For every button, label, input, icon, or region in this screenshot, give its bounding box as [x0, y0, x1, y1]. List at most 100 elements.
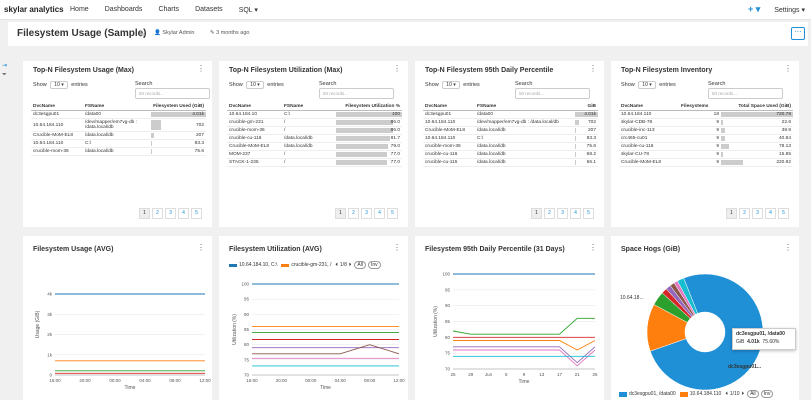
table-row: crucible-cu-116/data.local/db 81.7: [227, 134, 402, 143]
col-header[interactable]: Filesystem Used (GiB): [151, 103, 206, 111]
legend-invert-button[interactable]: Inv: [367, 261, 381, 269]
legend-item[interactable]: dc3esgpu01, /data00: [619, 391, 676, 397]
page-button[interactable]: 3: [165, 208, 176, 219]
filter-icon[interactable]: ⏷: [2, 72, 7, 78]
series-line[interactable]: [452, 317, 595, 335]
page-button[interactable]: 1: [726, 208, 737, 219]
legend-item[interactable]: 10.64.184.110: [679, 391, 721, 397]
col-header[interactable]: DvcName: [31, 103, 83, 111]
x-tick-label: 29: [468, 372, 474, 377]
legend-next-icon[interactable]: ⏵: [741, 391, 745, 397]
col-header[interactable]: FSName: [475, 103, 575, 111]
page-button[interactable]: 5: [387, 208, 398, 219]
nav-charts[interactable]: Charts: [158, 6, 180, 13]
series-line[interactable]: [453, 346, 596, 364]
panel-title: Top-N Filesystem 95th Daily Percentile: [425, 67, 554, 74]
new-plus-button[interactable]: + ▾: [747, 4, 761, 14]
col-header[interactable]: FSName: [83, 103, 151, 111]
nav-datasets[interactable]: Datasets: [195, 6, 223, 13]
legend-next-icon[interactable]: ⏵: [348, 262, 352, 268]
value-text: 75.6: [586, 144, 596, 149]
pie-slice[interactable]: [677, 277, 698, 315]
cell-fsname: 9: [679, 158, 721, 167]
col-header[interactable]: Total Space Used (GiB): [721, 103, 793, 111]
expand-icon[interactable]: ⇥: [2, 63, 8, 69]
legend-invert-button[interactable]: Inv: [760, 390, 774, 398]
cell-value: 720.78: [721, 110, 793, 119]
nav-sql[interactable]: SQL ▾: [238, 6, 258, 14]
value-text: 40.84: [778, 136, 791, 141]
panel-menu-icon[interactable]: ⋮: [393, 64, 401, 73]
panel-menu-icon[interactable]: ⋮: [784, 64, 792, 73]
col-header[interactable]: Filesystem Utilization %: [336, 103, 402, 111]
cell-dvcname: crucible-gm-231: [227, 118, 282, 127]
col-header[interactable]: Filesystems: [679, 103, 721, 111]
legend-item[interactable]: 10.64.184.10, C:\: [229, 262, 277, 268]
page-size-select[interactable]: 10 ▾: [246, 81, 264, 89]
page-button[interactable]: 4: [765, 208, 776, 219]
pie-slice[interactable]: [649, 273, 764, 391]
col-header[interactable]: FSName: [282, 103, 336, 111]
col-header[interactable]: DvcName: [227, 103, 282, 111]
page-button[interactable]: 2: [348, 208, 359, 219]
value-text: 83.3: [194, 141, 204, 146]
table-row: 10.64.184.110 18 720.78: [619, 110, 793, 119]
legend-all-button[interactable]: All: [747, 390, 759, 398]
cell-fsname: 9: [679, 118, 721, 127]
page-button[interactable]: 3: [752, 208, 763, 219]
legend-item[interactable]: crucible-gm-231, /: [281, 262, 331, 268]
panel-menu-icon[interactable]: ⋮: [589, 243, 597, 252]
page-button[interactable]: 4: [178, 208, 189, 219]
page-button[interactable]: 1: [531, 208, 542, 219]
search-input[interactable]: 50 records...: [319, 88, 394, 99]
panel-menu-icon[interactable]: ⋮: [197, 64, 205, 73]
col-header[interactable]: GiB: [575, 103, 598, 111]
page-size-select[interactable]: 10 ▾: [442, 81, 460, 89]
nav-home[interactable]: Home: [70, 6, 89, 13]
x-tick-label: 08:00: [169, 378, 181, 383]
legend-prev-icon[interactable]: ⏴: [335, 262, 338, 268]
logo[interactable]: skylar analytics: [4, 5, 64, 14]
table-header-row: DvcName FSName Filesystem Used (GiB): [31, 103, 206, 111]
tooltip-row: GiB 4.01k 75.60%: [736, 339, 792, 345]
cell-value: 15.85: [721, 150, 793, 159]
search-input[interactable]: 50 records...: [515, 88, 590, 99]
panel-menu-icon[interactable]: ⋮: [393, 243, 401, 252]
search-input[interactable]: 50 records...: [135, 88, 210, 99]
star-icon[interactable]: ☆: [138, 29, 147, 39]
page-button[interactable]: 1: [335, 208, 346, 219]
dashboard-menu-button[interactable]: ⋯: [791, 27, 805, 40]
panel-menu-icon[interactable]: ⋮: [197, 243, 205, 252]
legend-page: 1/8: [339, 262, 347, 268]
settings-menu[interactable]: Settings ▾: [774, 6, 805, 14]
page-button[interactable]: 3: [557, 208, 568, 219]
value-bar: [151, 112, 206, 117]
panel-menu-icon[interactable]: ⋮: [784, 243, 792, 252]
page-button[interactable]: 3: [361, 208, 372, 219]
col-header[interactable]: DvcName: [619, 103, 679, 111]
page-button[interactable]: 5: [778, 208, 789, 219]
page-button[interactable]: 2: [544, 208, 555, 219]
nav-dashboards[interactable]: Dashboards: [104, 6, 143, 13]
page-button[interactable]: 4: [374, 208, 385, 219]
page-button[interactable]: 2: [739, 208, 750, 219]
legend-all-button[interactable]: All: [354, 261, 366, 269]
page-button[interactable]: 4: [570, 208, 581, 219]
series-line[interactable]: [453, 340, 596, 351]
x-tick-label: 9: [523, 372, 526, 377]
series-line[interactable]: [252, 344, 400, 355]
page-button[interactable]: 1: [139, 208, 150, 219]
page-size-select[interactable]: 10 ▾: [50, 81, 68, 89]
page-button[interactable]: 5: [191, 208, 202, 219]
series-line[interactable]: [453, 349, 596, 367]
search-input[interactable]: 50 records...: [708, 88, 783, 99]
page-button[interactable]: 2: [152, 208, 163, 219]
legend-prev-icon[interactable]: ⏴: [725, 391, 728, 397]
cell-fsname: /data00: [83, 110, 151, 119]
page-size-select[interactable]: 10 ▾: [638, 81, 656, 89]
panel-menu-icon[interactable]: ⋮: [589, 64, 597, 73]
dashboard-title[interactable]: Filesystem Usage (Sample): [17, 28, 147, 39]
col-header[interactable]: DvcName: [423, 103, 475, 111]
page-button[interactable]: 5: [583, 208, 594, 219]
value-text: 81.7: [390, 136, 400, 141]
